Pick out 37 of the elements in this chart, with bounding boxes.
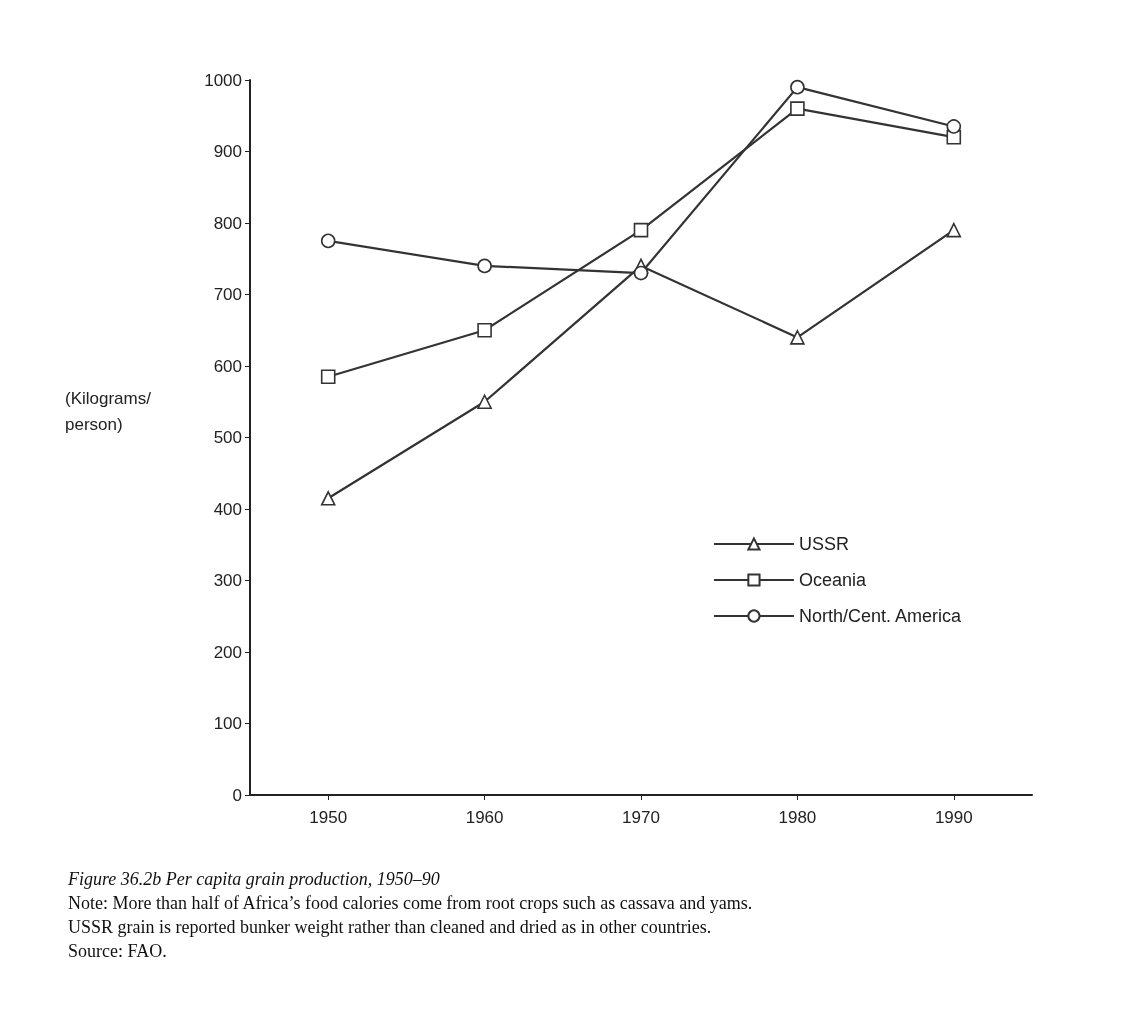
x-tick-label: 1980 (778, 808, 817, 827)
point (477, 322, 492, 338)
point (477, 394, 492, 410)
point (320, 369, 336, 385)
y-tick-label: 500 (213, 428, 242, 447)
x-tick-label: 1960 (465, 808, 504, 827)
point (477, 258, 492, 274)
y-tick-label: 300 (213, 571, 242, 590)
point (320, 490, 336, 506)
point (790, 330, 805, 345)
y-tick-label: 700 (213, 285, 242, 304)
point (790, 101, 805, 116)
y-tick-label: 600 (213, 356, 242, 376)
x-tick-label: 1990 (934, 808, 973, 827)
y-tick-label: 1000 (204, 70, 242, 90)
point (790, 79, 805, 95)
y-axis-title: (Kilograms/ person) (65, 388, 152, 434)
x-tick-label: 1970 (622, 808, 660, 827)
text: Note: More than half of Africa’s food calories come from root crops such as cassava and yams. (68, 893, 753, 913)
point (633, 222, 649, 238)
text: Figure 36.2b Per capita grain production, 1950–90 (67, 869, 440, 889)
legend-label: USSR (798, 534, 849, 554)
y-tick-label: 900 (213, 142, 242, 161)
point (946, 119, 962, 134)
y-tick-label: 400 (213, 499, 242, 519)
y-tick-label: 800 (213, 213, 242, 233)
legend-label: North/Cent. America (798, 606, 962, 626)
point (320, 233, 336, 249)
y-tick-label: 100 (213, 714, 242, 733)
source-note: Source: FAO. (68, 941, 167, 961)
y-tick-label: 200 (213, 642, 242, 662)
point (946, 222, 962, 238)
x-tick-label: 1950 (309, 808, 348, 827)
legend-label: Oceania (798, 570, 867, 590)
text: USSR grain is reported bunker weight rather than cleaned and dried as in other countries. (68, 917, 712, 937)
y-tick-label: 0 (232, 785, 242, 805)
point (633, 265, 649, 281)
